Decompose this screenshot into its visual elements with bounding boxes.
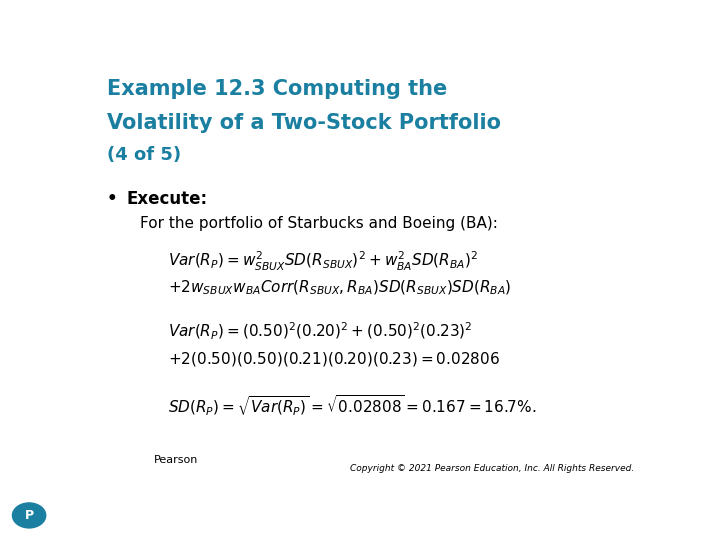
Text: $Var(R_P) = w^2_{SBUX}SD(R_{SBUX})^2 + w^2_{BA}SD(R_{BA})^2$: $Var(R_P) = w^2_{SBUX}SD(R_{SBUX})^2 + w…	[168, 250, 479, 273]
Text: Volatility of a Two-Stock Portfolio: Volatility of a Two-Stock Portfolio	[107, 113, 500, 133]
Text: $+2w_{SBUX}w_{BA}Corr(R_{SBUX},R_{BA})SD(R_{SBUX})SD(R_{BA})$: $+2w_{SBUX}w_{BA}Corr(R_{SBUX},R_{BA})SD…	[168, 279, 512, 298]
Text: $SD(R_P) = \sqrt{Var(R_P)} = \sqrt{0.02808} = 0.167 = 16.7\%.$: $SD(R_P) = \sqrt{Var(R_P)} = \sqrt{0.028…	[168, 393, 536, 418]
Text: Pearson: Pearson	[154, 455, 199, 465]
Text: Execute:: Execute:	[126, 190, 207, 207]
Text: $Var(R_P) = (0.50)^2(0.20)^2 + (0.50)^2(0.23)^2$: $Var(R_P) = (0.50)^2(0.20)^2 + (0.50)^2(…	[168, 321, 473, 342]
Text: For the portfolio of Starbucks and Boeing (BA):: For the portfolio of Starbucks and Boein…	[140, 216, 498, 231]
Text: $+2(0.50)(0.50)(0.21)(0.20)(0.23) = 0.02806$: $+2(0.50)(0.50)(0.21)(0.20)(0.23) = 0.02…	[168, 349, 500, 368]
Text: Example 12.3 Computing the: Example 12.3 Computing the	[107, 79, 447, 99]
Circle shape	[12, 503, 46, 528]
Text: P: P	[24, 509, 34, 522]
Text: •: •	[107, 190, 117, 207]
Text: (4 of 5): (4 of 5)	[107, 146, 181, 164]
Text: Copyright © 2021 Pearson Education, Inc. All Rights Reserved.: Copyright © 2021 Pearson Education, Inc.…	[350, 464, 634, 473]
